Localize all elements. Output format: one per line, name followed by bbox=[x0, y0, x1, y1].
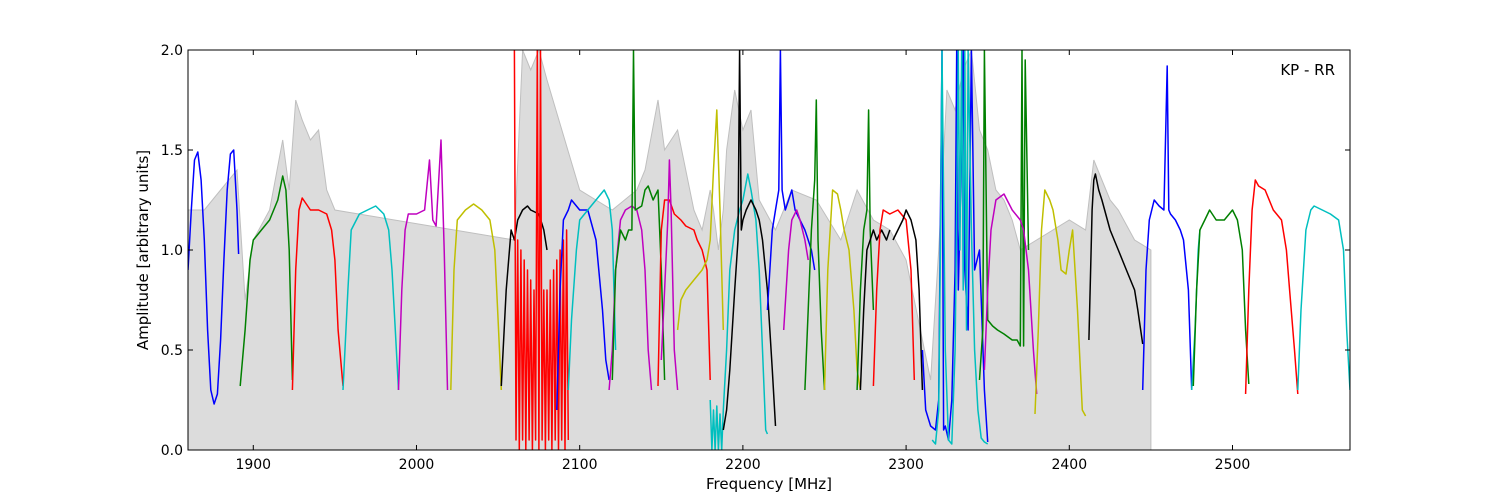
series-line-29 bbox=[983, 193, 1038, 395]
series-line-15 bbox=[676, 109, 725, 331]
series-line-36 bbox=[1297, 205, 1350, 391]
series-line-13 bbox=[657, 199, 711, 387]
tick-layer: 1900 2000 2100 2200 2300 2400 2500 0.0 0.5 1.0 1.5… bbox=[161, 43, 1350, 473]
background-trace bbox=[188, 50, 1152, 450]
series-line-9 bbox=[556, 199, 610, 411]
series-line-19 bbox=[782, 209, 809, 331]
series-line-25 bbox=[892, 209, 924, 391]
series-line-6 bbox=[450, 203, 503, 391]
series-line-4 bbox=[342, 205, 400, 391]
x-tick-label: 1900 bbox=[235, 457, 271, 473]
series-line-21 bbox=[823, 189, 862, 391]
series-line-14 bbox=[660, 159, 679, 391]
series-line-24 bbox=[872, 209, 916, 387]
x-tick-label: 2500 bbox=[1215, 457, 1251, 473]
x-tick-label: 2100 bbox=[562, 457, 598, 473]
series-line-3 bbox=[291, 197, 344, 391]
y-tick-label: 0.0 bbox=[161, 443, 183, 459]
series-line-5 bbox=[397, 139, 449, 391]
series-line-16 bbox=[709, 173, 769, 450]
y-tick-label: 2.0 bbox=[161, 43, 183, 59]
series-line-17 bbox=[722, 50, 777, 431]
series-line-22 bbox=[856, 109, 875, 391]
series-line-31 bbox=[1088, 173, 1144, 345]
y-tick-label: 1.0 bbox=[161, 243, 183, 259]
series-line-1 bbox=[188, 149, 240, 405]
series-line-23 bbox=[859, 229, 891, 391]
series-line-32 bbox=[1141, 65, 1193, 391]
annotation-label: KP - RR bbox=[1280, 61, 1335, 79]
series-line-8 bbox=[513, 50, 570, 450]
y-tick-label: 0.5 bbox=[161, 343, 183, 359]
x-axis-label: Frequency [MHz] bbox=[706, 475, 832, 493]
series-line-28 bbox=[978, 50, 1030, 381]
x-tick-label: 2000 bbox=[399, 457, 435, 473]
series-layer bbox=[188, 50, 1350, 450]
series-line-10 bbox=[567, 189, 617, 391]
series-line-30 bbox=[1034, 189, 1087, 417]
x-tick-label: 2300 bbox=[888, 457, 924, 473]
y-tick-label: 1.5 bbox=[161, 143, 183, 159]
x-tick-label: 2400 bbox=[1051, 457, 1087, 473]
series-line-27 bbox=[931, 50, 989, 445]
series-line-2 bbox=[239, 175, 294, 387]
series-line-26 bbox=[921, 50, 989, 443]
series-line-34 bbox=[1192, 209, 1250, 387]
y-axis-label: Amplitude [arbitrary units] bbox=[134, 150, 152, 350]
series-line-20 bbox=[804, 99, 826, 391]
x-tick-label: 2200 bbox=[725, 457, 761, 473]
series-line-18 bbox=[766, 50, 816, 311]
series-line-35 bbox=[1244, 179, 1299, 395]
series-line-12 bbox=[611, 50, 666, 381]
